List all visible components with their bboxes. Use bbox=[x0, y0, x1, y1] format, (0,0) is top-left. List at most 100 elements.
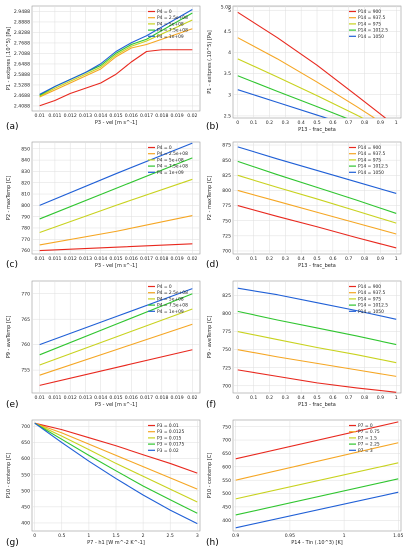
chart-0-series-group bbox=[39, 9, 193, 107]
chart-5-x-tick-label: 0.7 bbox=[345, 395, 352, 401]
chart-2-y-tick-label: 840 bbox=[21, 158, 30, 164]
chart-6-y-tick-label: 500 bbox=[21, 488, 30, 494]
chart-2-legend-entry: P4 = 0 bbox=[157, 145, 172, 151]
chart-1-y-tick-label: 3.5 bbox=[224, 71, 231, 77]
chart-7-x-tick-label: 1 bbox=[343, 533, 346, 539]
chart-2-x-tick-label: 0.016 bbox=[125, 256, 138, 262]
chart-6-legend-entry: P3 = 0.015 bbox=[157, 435, 182, 441]
chart-5-y-tick-label: 750 bbox=[222, 347, 231, 353]
chart-6-series-group bbox=[34, 422, 198, 525]
chart-1-x-tick-label: 0.6 bbox=[329, 120, 336, 126]
chart-5-y-tick-label: 800 bbox=[222, 311, 231, 317]
chart-4-x-tick-label: 0.014 bbox=[94, 395, 107, 401]
chart-6-x-axis-label: P7 - h1 [W m^-2 K^-1] bbox=[87, 540, 145, 546]
chart-4-x-tick-label: 0.011 bbox=[48, 395, 61, 401]
chart-2-legend-entry: P4 = 2.5e+08 bbox=[157, 151, 188, 157]
chart-7-x-tick-label: 1.05 bbox=[393, 533, 403, 539]
chart-1-y-axis-label: P1 - exitpres (.10^5) [Pa] bbox=[207, 30, 213, 93]
chart-6-x-tick-label: 3 bbox=[196, 533, 199, 539]
panel-b: 0 0.1 0.2 0.3 0.4 0.5 0.6 0.7 0.8 0.9 1 2.5 3 3.5 4 4.5… bbox=[207, 4, 402, 133]
chart-1-y-tick-label: 5 bbox=[228, 8, 231, 14]
chart-5-series-line-2 bbox=[237, 331, 397, 364]
chart-6-x-tick-label: 0.5 bbox=[58, 533, 65, 539]
chart-6-x-tick-label: 1.5 bbox=[112, 533, 119, 539]
chart-6-series-line-1 bbox=[34, 422, 198, 490]
chart-0-y-axis-label: P1 - exitpres (.10^5) [Pa] bbox=[6, 27, 12, 90]
chart-5-legend-entry: P14 = 1012.5 bbox=[358, 303, 388, 309]
chart-1-y-tick-label: 4.5 bbox=[224, 29, 231, 35]
chart-0-x-tick-label: 0.016 bbox=[125, 113, 138, 119]
chart-7-plot-area bbox=[232, 419, 402, 532]
chart-3-legend-entry: P14 = 900 bbox=[358, 145, 381, 151]
chart-5-y-tick-label: 725 bbox=[222, 365, 231, 371]
chart-4-series-line-1 bbox=[39, 323, 193, 376]
chart-0-series-line-4 bbox=[39, 9, 193, 95]
chart-7-y-tick-label: 700 bbox=[222, 438, 231, 444]
chart-7-legend-entry: P7 = 2.25 bbox=[358, 442, 380, 448]
chart-4-x-tick-label: 0.012 bbox=[64, 395, 77, 401]
chart-3-y-tick-label: 875 bbox=[222, 143, 231, 149]
chart-7-series-line-2 bbox=[235, 462, 399, 500]
chart-6-y-tick-label: 650 bbox=[21, 440, 30, 446]
chart-6-y-tick-label: 450 bbox=[21, 504, 30, 510]
chart-5-y-axis-label: P9 - aveTemp [C] bbox=[207, 316, 213, 359]
panel-e: 0.01 0.011 0.012 0.013 0.014 0.015 0.016 0.017 0… bbox=[6, 280, 201, 408]
chart-1-x-tick-label: 0.9 bbox=[377, 120, 384, 126]
chart-4-x-tick-label: 0.02 bbox=[187, 395, 197, 401]
chart-5-x-tick-label: 1 bbox=[395, 395, 398, 401]
chart-4-y-tick-label: 760 bbox=[21, 342, 30, 348]
chart-3-series-line-2 bbox=[237, 174, 397, 224]
chart-1-y-tick-label: 2.5 bbox=[224, 113, 231, 119]
chart-1-legend-entry: P14 = 975 bbox=[358, 21, 381, 27]
chart-1-y-tick-label: 3 bbox=[228, 92, 231, 98]
chart-4-series-line-4 bbox=[39, 288, 193, 346]
chart-0-x-tick-label: 0.015 bbox=[109, 113, 122, 119]
chart-0-x-axis-label: P3 - vel [m s^-1] bbox=[95, 120, 137, 126]
chart-2-y-tick-label: 850 bbox=[21, 146, 30, 152]
chart-6-legend-entry: P3 = 0.02 bbox=[157, 448, 179, 454]
chart-5-series-group bbox=[237, 287, 397, 393]
chart-6-series-line-2 bbox=[34, 422, 198, 503]
chart-6-y-tick-label: 400 bbox=[21, 521, 30, 527]
chart-3-x-tick-label: 0 bbox=[236, 256, 239, 262]
chart-0-y-tick-label: 2.4088 bbox=[14, 104, 30, 110]
chart-3-y-tick-label: 750 bbox=[222, 218, 231, 224]
chart-4-legend-entry: P4 = 1e+09 bbox=[157, 309, 184, 315]
chart-7-y-tick-label: 750 bbox=[222, 424, 231, 430]
chart-2-series-line-3 bbox=[39, 157, 193, 220]
chart-4-x-tick-label: 0.018 bbox=[155, 395, 168, 401]
chart-3-series-line-3 bbox=[237, 160, 397, 214]
chart-0-y-tick-label: 2.6488 bbox=[14, 62, 30, 68]
chart-1-series-line-4 bbox=[237, 89, 329, 118]
chart-0-x-tick-label: 0.02 bbox=[187, 113, 197, 119]
chart-5-y-tick-label: 825 bbox=[222, 293, 231, 299]
chart-0-legend-entry: P4 = 2.5e+08 bbox=[157, 15, 188, 21]
chart-3-legend-entry: P14 = 1050 bbox=[358, 170, 384, 176]
chart-1-legend-entry: P14 = 1050 bbox=[358, 34, 384, 40]
chart-6-x-tick-label: 2.5 bbox=[167, 533, 174, 539]
chart-5-x-tick-label: 0.2 bbox=[266, 395, 273, 401]
chart-1-series-line-1 bbox=[237, 37, 376, 118]
chart-4-x-tick-label: 0.017 bbox=[140, 395, 153, 401]
chart-5-legend-entry: P14 = 975 bbox=[358, 296, 381, 302]
chart-4-legend-entry: P4 = 7.5e+08 bbox=[157, 303, 188, 309]
chart-5-y-tick-label: 775 bbox=[222, 329, 231, 335]
chart-3-x-tick-label: 0.4 bbox=[297, 256, 304, 262]
chart-0-x-tick-label: 0.01 bbox=[35, 113, 45, 119]
panel-f: 0 0.1 0.2 0.3 0.4 0.5 0.6 0.7 0.8 0.9 1 700 725 750 77… bbox=[207, 280, 402, 408]
chart-1-x-tick-label: 0 bbox=[236, 120, 239, 126]
panel-letter-e: (e) bbox=[6, 400, 19, 410]
chart-2-x-tick-label: 0.013 bbox=[79, 256, 92, 262]
chart-4-legend-entry: P4 = 2.5e+08 bbox=[157, 290, 188, 296]
chart-5-legend-entry: P14 = 900 bbox=[358, 284, 381, 290]
chart-1-x-tick-label: 0.8 bbox=[361, 120, 368, 126]
chart-4-x-tick-label: 0.013 bbox=[79, 395, 92, 401]
chart-2-x-tick-label: 0.018 bbox=[155, 256, 168, 262]
chart-3-legend-entry: P14 = 1012.5 bbox=[358, 164, 388, 170]
chart-2-series-line-4 bbox=[39, 142, 193, 206]
chart-5-y-tick-label: 700 bbox=[222, 383, 231, 389]
chart-1-x-tick-label: 0.3 bbox=[282, 120, 289, 126]
chart-4-x-tick-label: 0.015 bbox=[109, 395, 122, 401]
chart-7-series-line-3 bbox=[235, 478, 399, 516]
